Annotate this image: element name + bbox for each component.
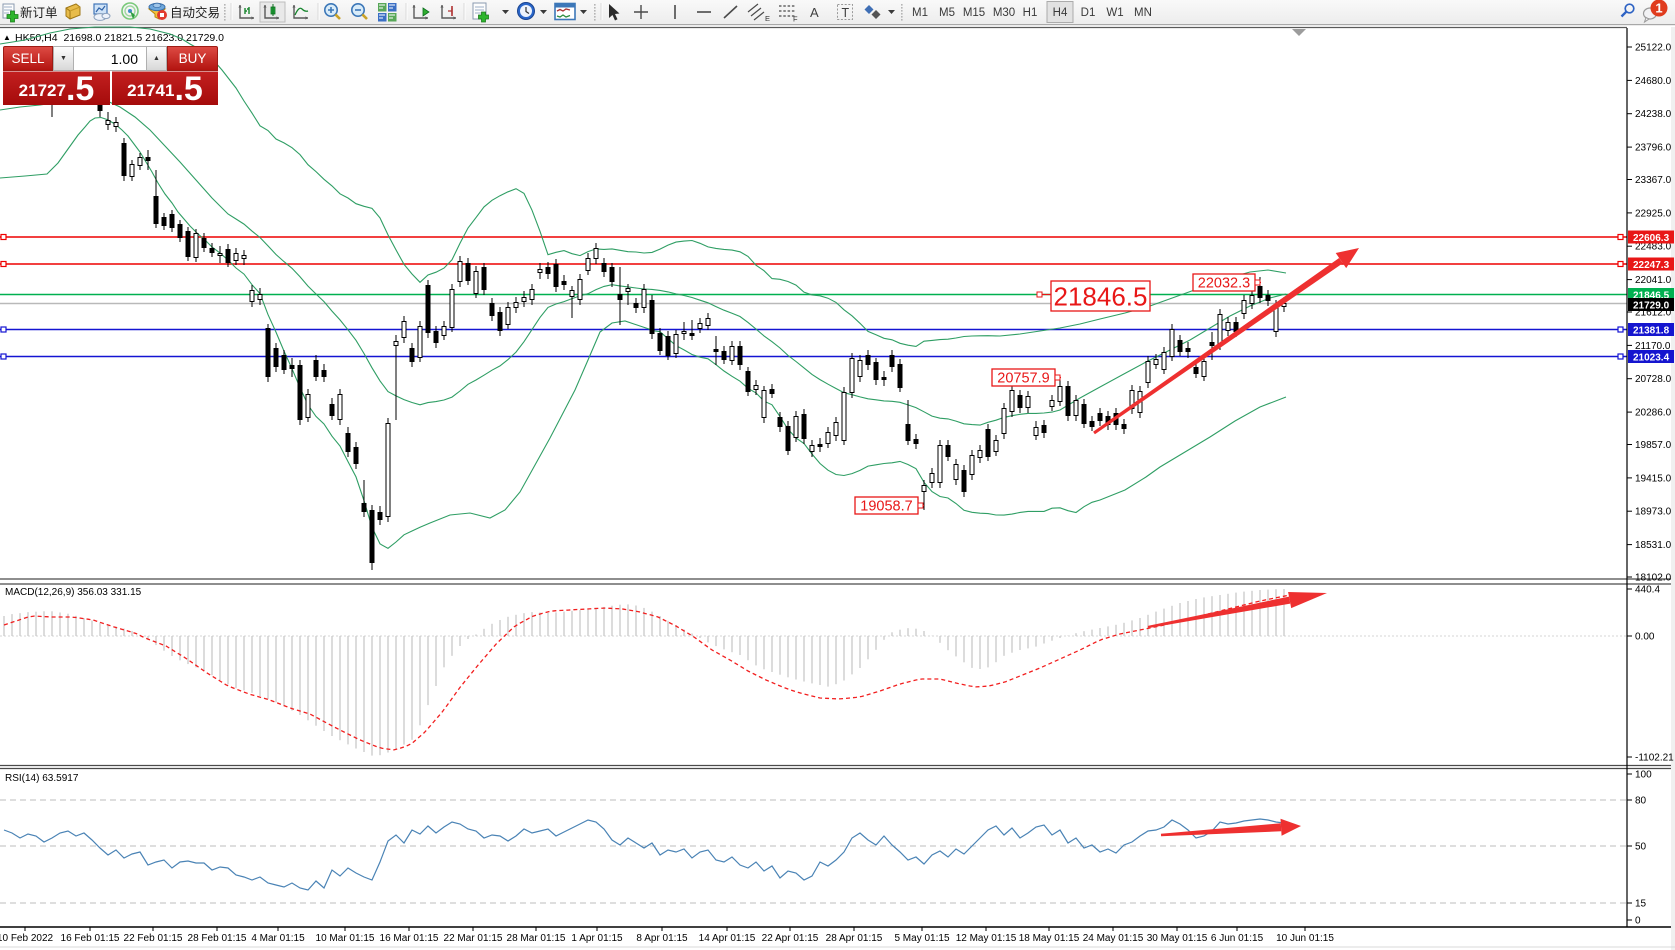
svg-text:1 Apr 01:15: 1 Apr 01:15 [571,933,623,944]
svg-text:18531.0: 18531.0 [1635,540,1672,551]
svg-text:50: 50 [1635,842,1647,853]
svg-text:10 Feb 2022: 10 Feb 2022 [0,933,54,944]
svg-text:28 Feb 01:15: 28 Feb 01:15 [188,933,247,944]
svg-text:440.4: 440.4 [1635,585,1660,596]
svg-text:22606.3: 22606.3 [1633,233,1670,244]
svg-text:22 Apr 01:15: 22 Apr 01:15 [762,933,819,944]
svg-text:30 May 01:15: 30 May 01:15 [1147,933,1208,944]
svg-text:25122.0: 25122.0 [1635,43,1672,54]
svg-text:0.00: 0.00 [1635,632,1655,643]
svg-text:23367.0: 23367.0 [1635,175,1672,186]
svg-text:19058.7: 19058.7 [860,499,912,515]
svg-text:MN: MN [1134,7,1152,19]
svg-text:20286.0: 20286.0 [1635,408,1672,419]
svg-text:8 Apr 01:15: 8 Apr 01:15 [636,933,688,944]
svg-text:12 May 01:15: 12 May 01:15 [956,933,1017,944]
svg-text:E: E [765,14,770,23]
svg-text:22925.0: 22925.0 [1635,208,1672,219]
svg-text:24680.0: 24680.0 [1635,76,1672,87]
svg-text:20728.0: 20728.0 [1635,374,1672,385]
svg-text:M30: M30 [993,7,1015,19]
svg-text:16 Feb 01:15: 16 Feb 01:15 [61,933,120,944]
svg-text:W1: W1 [1106,7,1123,19]
svg-text:MACD(12,26,9) 356.03 331.15: MACD(12,26,9) 356.03 331.15 [5,587,142,598]
svg-text:80: 80 [1635,796,1647,807]
svg-text:18973.0: 18973.0 [1635,507,1672,518]
svg-text:5 May 01:15: 5 May 01:15 [894,933,949,944]
svg-text:15: 15 [1635,899,1647,910]
svg-text:22032.3: 22032.3 [1198,276,1250,292]
svg-text:-1102.21: -1102.21 [1635,753,1674,764]
svg-text:28 Mar 01:15: 28 Mar 01:15 [507,933,566,944]
svg-text:21170.0: 21170.0 [1635,341,1671,352]
svg-text:21023.4: 21023.4 [1633,352,1670,363]
svg-text:H4: H4 [1053,7,1068,19]
svg-text:0: 0 [1635,916,1641,927]
svg-text:23796.0: 23796.0 [1635,143,1672,154]
svg-text:T: T [842,6,850,20]
svg-text:RSI(14) 63.5917: RSI(14) 63.5917 [5,773,79,784]
svg-text:19415.0: 19415.0 [1635,473,1672,484]
svg-text:22247.3: 22247.3 [1633,260,1670,271]
svg-text:28 Apr 01:15: 28 Apr 01:15 [826,933,883,944]
svg-text:10 Jun 01:15: 10 Jun 01:15 [1276,933,1334,944]
svg-text:24238.0: 24238.0 [1635,109,1672,120]
svg-text:21612.0: 21612.0 [1635,308,1672,319]
svg-text:M5: M5 [939,7,955,19]
svg-text:18 May 01:15: 18 May 01:15 [1019,933,1080,944]
svg-text:M15: M15 [963,7,985,19]
svg-text:自动交易: 自动交易 [170,5,220,20]
svg-text:F: F [793,15,798,24]
svg-text:4 Mar 01:15: 4 Mar 01:15 [251,933,305,944]
svg-text:21846.5: 21846.5 [1054,281,1148,311]
svg-text:16 Mar 01:15: 16 Mar 01:15 [380,933,439,944]
svg-text:21381.8: 21381.8 [1633,325,1670,336]
svg-text:新订单: 新订单 [20,5,58,20]
svg-text:100: 100 [1635,770,1652,781]
svg-text:19857.0: 19857.0 [1635,440,1672,451]
svg-text:1: 1 [1655,1,1662,16]
svg-text:H1: H1 [1023,7,1038,19]
svg-text:20757.9: 20757.9 [997,371,1049,387]
svg-text:A: A [810,5,819,20]
svg-text:10 Mar 01:15: 10 Mar 01:15 [316,933,375,944]
svg-text:22041.0: 22041.0 [1635,275,1672,286]
svg-text:M1: M1 [912,7,928,19]
svg-text:D1: D1 [1081,7,1096,19]
svg-text:24 May 01:15: 24 May 01:15 [1083,933,1144,944]
svg-text:22 Feb 01:15: 22 Feb 01:15 [124,933,183,944]
svg-text:▲: ▲ [3,33,11,42]
svg-text:18102.0: 18102.0 [1635,573,1672,584]
svg-text:21729.0: 21729.0 [1633,300,1670,311]
svg-text:22483.0: 22483.0 [1635,242,1672,253]
svg-text:14 Apr 01:15: 14 Apr 01:15 [699,933,756,944]
svg-text:21846.5: 21846.5 [1633,290,1670,301]
svg-text:6 Jun 01:15: 6 Jun 01:15 [1211,933,1264,944]
svg-text:22 Mar 01:15: 22 Mar 01:15 [444,933,503,944]
